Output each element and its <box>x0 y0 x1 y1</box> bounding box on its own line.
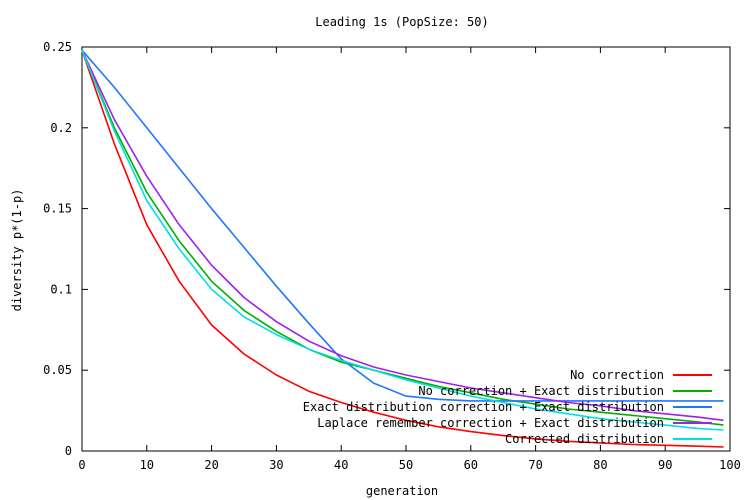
legend-label: Corrected distribution <box>505 432 664 446</box>
legend-label: Exact distribution correction + Exact di… <box>303 400 664 414</box>
legend: No correction No correction + Exact distr… <box>303 368 712 446</box>
y-tick-label: 0 <box>65 444 72 458</box>
x-tick-label: 40 <box>334 458 348 472</box>
x-tick-label: 90 <box>658 458 672 472</box>
series-line-2 <box>81 49 724 426</box>
x-axis-label: generation <box>366 484 438 498</box>
x-tick-label: 50 <box>399 458 413 472</box>
x-tick-label: 80 <box>593 458 607 472</box>
x-tick-label: 20 <box>204 458 218 472</box>
x-tick-label: 70 <box>528 458 542 472</box>
x-tick-label: 100 <box>719 458 741 472</box>
chart-title: Leading 1s (PopSize: 50) <box>315 15 488 29</box>
series-line-1 <box>81 49 724 448</box>
x-tick-label: 60 <box>464 458 478 472</box>
series-line-5 <box>81 49 724 431</box>
legend-label: No correction + Exact distribution <box>418 384 664 398</box>
y-axis-label: diversity p*(1-p) <box>10 189 24 312</box>
y-tick-label: 0.15 <box>43 202 72 216</box>
series-line-4 <box>81 49 724 422</box>
legend-label: No correction <box>570 368 664 382</box>
legend-label: Laplace remember correction + Exact dist… <box>317 416 664 430</box>
x-tick-label: 0 <box>78 458 85 472</box>
series-line-3 <box>81 49 724 402</box>
x-tick-label: 10 <box>140 458 154 472</box>
x-tick-label: 30 <box>269 458 283 472</box>
y-tick-label: 0.2 <box>50 121 72 135</box>
y-tick-label: 0.1 <box>50 282 72 296</box>
y-tick-label: 0.25 <box>43 40 72 54</box>
axis-ticks: 0 10 20 30 40 50 60 70 80 90 100 0 0.05 0.1 0.15 0.2 0.2… <box>43 40 741 472</box>
y-tick-label: 0.05 <box>43 363 72 377</box>
series-lines <box>81 49 724 448</box>
